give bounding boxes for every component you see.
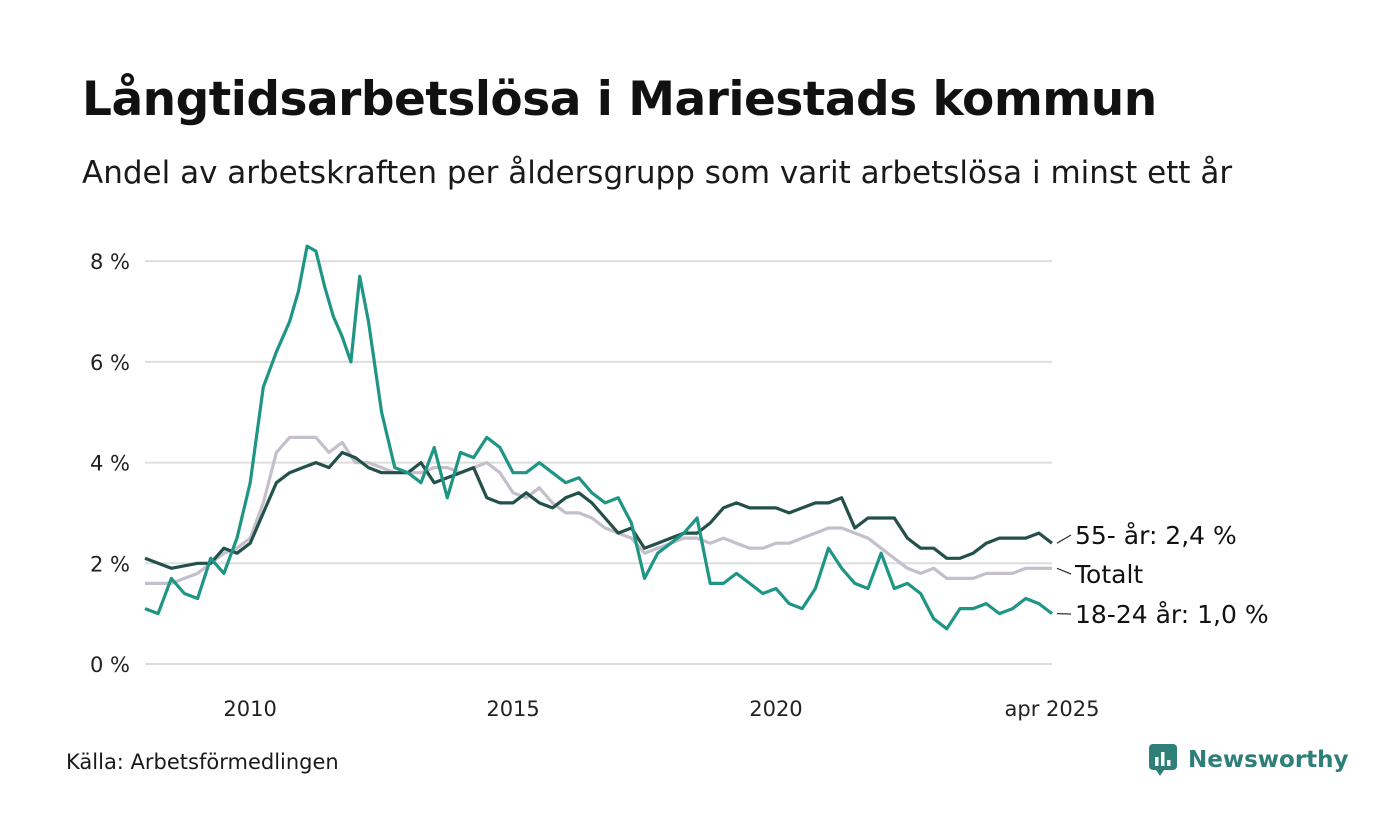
y-axis: 0 % 2 % 4 % 6 % 8 % — [90, 250, 130, 677]
chart-title: Långtidsarbetslösa i Mariestads kommun — [82, 72, 1157, 127]
series-line — [144, 450, 1053, 570]
y-tick-label: 8 % — [90, 250, 130, 274]
series-lines — [144, 244, 1053, 631]
y-tick-label: 2 % — [90, 552, 130, 576]
end-labels: Totalt 55- år: 2,4 % 18-24 år: 1,0 % — [1056, 521, 1269, 629]
chart-subtitle: Andel av arbetskraften per åldersgrupp s… — [82, 155, 1233, 191]
brand-name: Newsworthy — [1188, 747, 1349, 773]
y-tick-label: 6 % — [90, 351, 130, 375]
series-line — [144, 244, 1053, 631]
series-line — [145, 435, 1052, 585]
x-tick-label: 2015 — [486, 697, 539, 721]
label-leader — [1056, 567, 1072, 575]
label-leader — [1056, 534, 1072, 544]
y-tick-label: 0 % — [90, 653, 130, 677]
source-note: Källa: Arbetsförmedlingen — [66, 750, 339, 774]
bar-chart-logo-icon — [1149, 744, 1177, 776]
x-axis: 2010 2015 2020 apr 2025 — [223, 697, 1099, 721]
x-tick-label: 2010 — [223, 697, 276, 721]
series-end-label: 55- år: 2,4 % — [1075, 521, 1237, 550]
brand-logo: Newsworthy — [1148, 743, 1349, 777]
y-tick-label: 4 % — [90, 452, 130, 476]
series-end-label: Totalt — [1074, 560, 1143, 589]
line-chart: 0 % 2 % 4 % 6 % 8 % 2010 2015 2020 apr 2025 Tot… — [90, 244, 1269, 721]
grid-lines — [145, 260, 1052, 665]
series-end-label: 18-24 år: 1,0 % — [1075, 600, 1269, 629]
x-tick-label: 2020 — [749, 697, 802, 721]
x-tick-label: apr 2025 — [1005, 697, 1100, 721]
